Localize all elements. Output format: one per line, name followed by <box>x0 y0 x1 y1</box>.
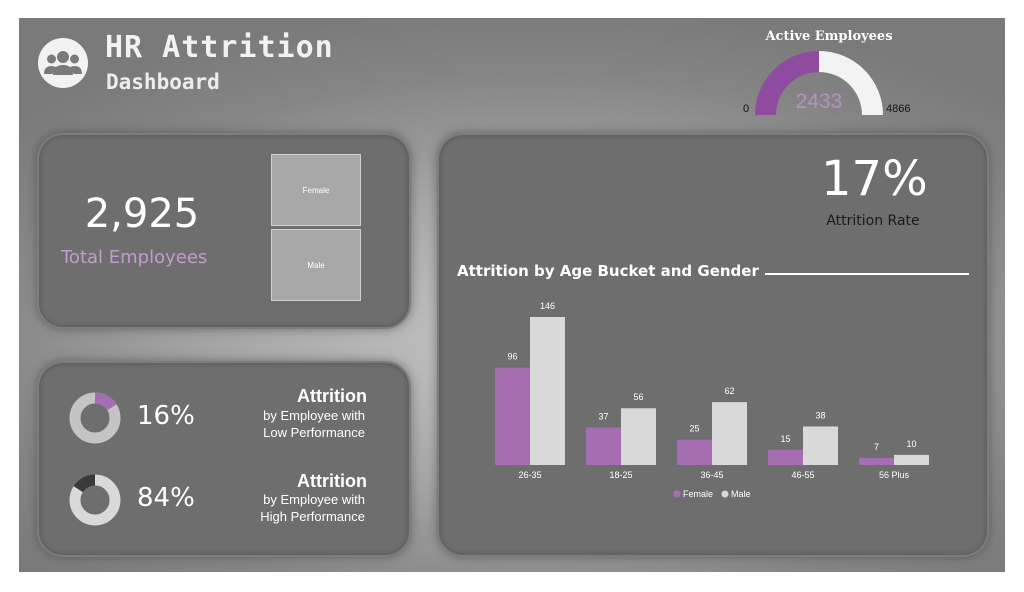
x-tick-label: 26-35 <box>518 470 541 480</box>
bar-male <box>803 426 838 465</box>
x-tick-label: 56 Plus <box>879 470 910 480</box>
data-label: 56 <box>633 392 643 402</box>
high-performance-donut <box>69 474 121 526</box>
performance-attrition-card: 16% Attrition by Employee with Low Perfo… <box>37 361 411 557</box>
data-label: 25 <box>689 424 699 434</box>
gender-filter-male[interactable]: Male <box>271 229 361 301</box>
donut-low-fill <box>69 392 121 444</box>
dashboard-canvas: HR Attrition Dashboard Active Employees … <box>19 18 1005 572</box>
x-tick-label: 46-55 <box>791 470 814 480</box>
data-label: 96 <box>507 352 517 362</box>
gauge-min: 0 <box>743 103 750 115</box>
high-performance-sub1: by Employee with <box>263 492 365 507</box>
gender-filter-female[interactable]: Female <box>271 154 361 226</box>
chart-title: Attrition by Age Bucket and Gender <box>457 262 759 280</box>
x-tick-label: 18-25 <box>609 470 632 480</box>
people-group-icon <box>38 38 88 88</box>
active-employees-gauge <box>755 51 883 115</box>
page-title: HR Attrition <box>105 30 334 65</box>
low-performance-sub2: Low Performance <box>263 425 365 440</box>
low-performance-donut <box>69 392 121 444</box>
total-employees-label: Total Employees <box>61 247 208 268</box>
low-performance-title: Attrition <box>297 386 367 406</box>
attrition-rate-label: Attrition Rate <box>826 213 920 229</box>
data-label: 62 <box>724 386 734 396</box>
page-subtitle: Dashboard <box>106 70 220 94</box>
gauge-track <box>819 51 883 115</box>
low-performance-pct: 16% <box>137 401 195 431</box>
age-gender-bar-chart: 96 146 26-35 37 56 18-25 25 62 36-45 15 38 46-55 7 10… <box>495 301 929 499</box>
bar-female <box>586 427 621 465</box>
gauge-value: 2433 <box>795 90 843 113</box>
bar-male <box>894 454 929 465</box>
data-label: 146 <box>540 301 555 311</box>
high-performance-sub2: High Performance <box>260 509 365 524</box>
donut-high-fill <box>69 474 121 526</box>
bar-female <box>677 439 712 465</box>
data-label: 15 <box>780 434 790 444</box>
gauge-fill <box>755 51 819 115</box>
data-label: 38 <box>815 410 825 420</box>
attrition-rate-value: 17% <box>821 151 928 207</box>
data-label: 37 <box>598 411 608 421</box>
gauge-max: 4866 <box>886 103 911 115</box>
attrition-chart-card: 17% Attrition Rate Attrition by Age Buck… <box>437 133 989 557</box>
legend-label-female: Female <box>683 489 713 499</box>
bar-male <box>530 317 565 465</box>
legend-marker-female <box>673 490 681 498</box>
gauge-title: Active Employees <box>765 29 893 44</box>
legend-label-male: Male <box>731 489 751 499</box>
bar-male <box>712 402 747 465</box>
x-tick-label: 36-45 <box>700 470 723 480</box>
total-employees-card: 2,925 Total Employees Female Male <box>37 133 411 329</box>
high-performance-pct: 84% <box>137 483 195 513</box>
total-employees-value: 2,925 <box>84 191 200 237</box>
bar-female <box>495 367 530 465</box>
data-label: 7 <box>874 442 879 452</box>
low-performance-sub1: by Employee with <box>263 408 365 423</box>
high-performance-title: Attrition <box>297 471 367 491</box>
bar-male <box>621 408 656 465</box>
data-label: 10 <box>906 439 916 449</box>
legend-marker-male <box>721 490 729 498</box>
bar-female <box>768 449 803 465</box>
bar-female <box>859 457 894 465</box>
chart-title-rule <box>765 273 969 275</box>
